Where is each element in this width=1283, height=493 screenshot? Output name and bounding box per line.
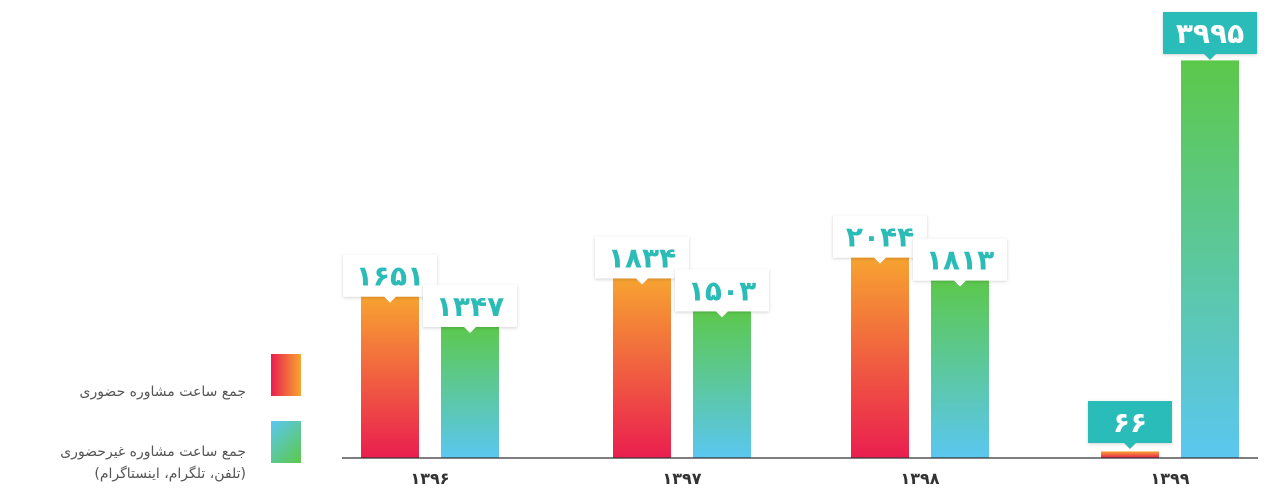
- legend-label-remote: جمع ساعت مشاوره غیرحضوری: [60, 444, 246, 460]
- svg-text:۱۵۰۳: ۱۵۰۳: [688, 274, 756, 307]
- data-label-in-person-3: ۲۰۴۴: [833, 215, 927, 264]
- bar-remote-1: [441, 323, 499, 458]
- svg-text:۱۸۳۴: ۱۸۳۴: [608, 241, 676, 274]
- legend-label-remote-channels: (تلفن، تلگرام، اینستاگرام): [94, 466, 246, 482]
- legend-swatch-in-person: [271, 354, 301, 396]
- bar-in-person-3: [851, 254, 909, 458]
- svg-text:۶۶: ۶۶: [1113, 406, 1147, 439]
- data-label-in-person-1: ۱۶۵۱: [343, 254, 437, 303]
- bar-remote-4: [1181, 60, 1239, 459]
- svg-text:۲۰۴۴: ۲۰۴۴: [846, 221, 914, 254]
- bar-remote-3: [931, 277, 989, 458]
- data-label-remote-2: ۱۵۰۳: [675, 269, 769, 318]
- bar-in-person-2: [613, 275, 671, 458]
- data-label-remote-1: ۱۳۴۷: [423, 284, 517, 333]
- bar-remote-2: [693, 308, 751, 458]
- x-tick-label: ۱۳۹۷: [662, 469, 701, 488]
- x-tick-label: ۱۳۹۸: [900, 469, 939, 488]
- data-label-remote-4: ۳۹۹۵: [1163, 12, 1257, 60]
- svg-text:۱۸۱۳: ۱۸۱۳: [926, 244, 994, 277]
- x-tick-label: ۱۳۹۶: [410, 469, 449, 488]
- data-label-remote-3: ۱۸۱۳: [913, 238, 1007, 287]
- svg-text:۱۳۴۷: ۱۳۴۷: [436, 290, 504, 323]
- legend-label-in-person: جمع ساعت مشاوره حضوری: [79, 384, 246, 400]
- bar-in-person-1: [361, 293, 419, 458]
- legend-swatch-remote: [271, 421, 301, 463]
- svg-text:۳۹۹۵: ۳۹۹۵: [1176, 17, 1244, 50]
- x-tick-label: ۱۳۹۹: [1150, 469, 1189, 488]
- data-label-in-person-4: ۶۶: [1088, 401, 1172, 449]
- bar-in-person-4: [1101, 451, 1159, 458]
- data-label-in-person-2: ۱۸۳۴: [595, 236, 689, 285]
- svg-text:۱۶۵۱: ۱۶۵۱: [356, 260, 424, 293]
